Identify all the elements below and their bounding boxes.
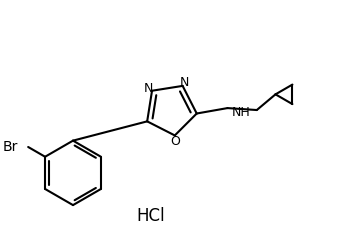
Text: NH: NH [232,105,251,118]
Text: N: N [180,76,189,89]
Text: HCl: HCl [137,206,166,224]
Text: O: O [171,134,181,147]
Text: Br: Br [3,139,18,153]
Text: N: N [144,81,153,94]
